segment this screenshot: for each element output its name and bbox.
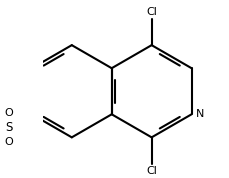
Text: N: N (195, 109, 203, 119)
Text: O: O (5, 108, 13, 118)
Text: Cl: Cl (146, 7, 156, 17)
Text: Cl: Cl (146, 166, 156, 176)
Text: S: S (5, 121, 13, 134)
Text: O: O (5, 137, 13, 147)
